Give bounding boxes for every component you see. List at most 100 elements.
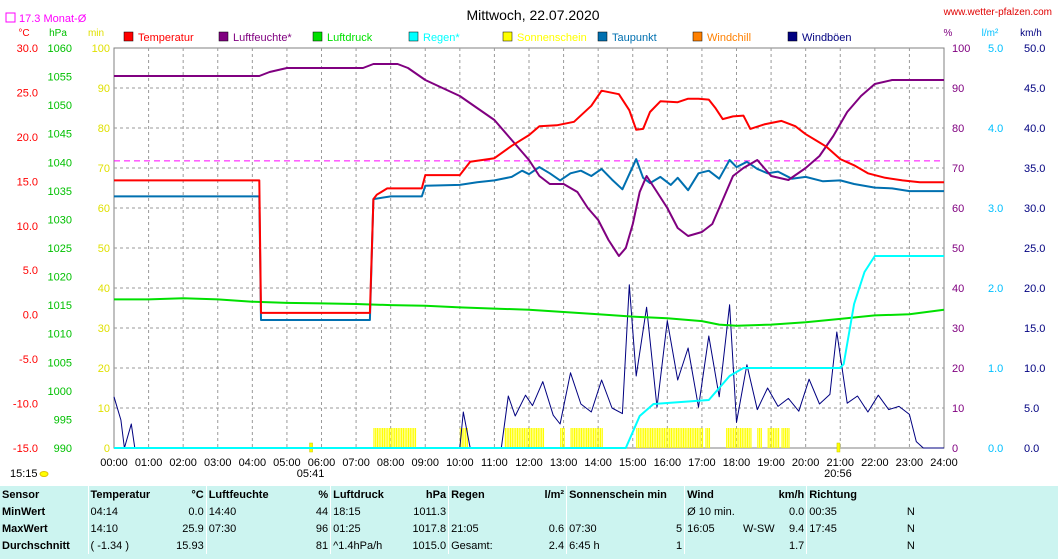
legend-swatch	[692, 31, 703, 42]
sunshine-bar	[529, 428, 531, 448]
stats-header-dir: Richtung	[806, 486, 917, 503]
rain-axis-tick: 4.0	[988, 123, 1003, 135]
sunshine-bar	[541, 428, 543, 448]
month-avg-legend-box	[5, 12, 16, 23]
stats-header-rain-unit: l/m²	[544, 488, 565, 501]
chart-legend: Temperatur Luftfeuchte* Luftdruck Regen* Son…	[123, 31, 852, 44]
stats-wind-value: 9.4	[788, 522, 805, 535]
temp-axis-tick: -5.0	[19, 354, 38, 366]
legend-label: Windchill	[707, 32, 751, 44]
stats-row: Durchschnitt ( -1.34 ) 15.93 81 ^1.4hPa/h 101…	[0, 537, 917, 554]
x-tick-label: 06:00	[308, 457, 336, 469]
stats-sun-time: 6:45 h	[566, 537, 637, 554]
sunshine-bar	[778, 428, 780, 448]
sunshine-bar	[651, 428, 653, 448]
sunshine-bar	[669, 428, 671, 448]
temp-axis-tick: 30.0	[17, 43, 38, 55]
stats-press-value: 1017.8	[412, 522, 447, 535]
sunshine-bar	[739, 428, 742, 448]
sunshine-bar	[575, 428, 577, 448]
x-tick-label: 24:00	[930, 457, 958, 469]
legend-swatch	[312, 31, 323, 42]
sunshine-bar	[691, 428, 693, 448]
sunshine-bar	[700, 428, 702, 448]
humidity-axis-tick: 40	[952, 283, 964, 295]
sunshine-bar	[373, 428, 375, 448]
x-tick-label: 07:00	[342, 457, 370, 469]
sunshine-bar	[696, 428, 698, 448]
sunshine-bar	[784, 428, 787, 448]
stats-header-wind: Wind	[684, 486, 741, 503]
x-tick-label: 09:00	[411, 457, 439, 469]
unit-rain: l/m²	[982, 28, 999, 39]
sunshine-bar	[592, 428, 595, 448]
pressure-axis-tick: 1025	[48, 243, 72, 255]
sunshine-bar	[409, 428, 411, 448]
stats-hum-value: 81	[315, 539, 329, 552]
sunshine-bar	[508, 428, 510, 448]
sunshine-bar	[532, 428, 534, 448]
stats-temp-value: 0.0	[188, 505, 204, 518]
temp-axis-tick: -10.0	[13, 399, 38, 411]
sunshine-bar	[572, 428, 574, 448]
sunshine-bar	[380, 428, 382, 448]
sunshine-bar	[527, 428, 529, 448]
legend-label: Windböen	[802, 32, 852, 44]
wind-axis-tick: 25.0	[1024, 243, 1045, 255]
pressure-axis-tick: 1030	[48, 214, 72, 226]
humidity-axis-tick: 90	[952, 83, 964, 95]
sunshine-bar	[672, 428, 674, 448]
sunshine-bar	[658, 428, 660, 448]
sunshine-bar	[539, 428, 541, 448]
stats-press-time: 18:15	[330, 503, 393, 520]
sunshine-bar	[573, 428, 576, 448]
temp-axis-tick: 5.0	[23, 265, 38, 277]
sun-axis-tick: 50	[98, 243, 110, 255]
sunshine-bar	[584, 428, 586, 448]
sunshine-bar	[686, 428, 688, 448]
wind-axis-tick: 30.0	[1024, 203, 1045, 215]
sunshine-bar	[516, 428, 519, 448]
humidity-line	[114, 63, 944, 257]
sunshine-bar	[520, 428, 522, 448]
x-tick-label: 18:00	[723, 457, 751, 469]
x-tick-label: 08:00	[377, 457, 405, 469]
legend-swatch	[218, 31, 229, 42]
sun-axis-tick: 100	[92, 43, 110, 55]
wind-axis-tick: 45.0	[1024, 83, 1045, 95]
legend-swatch	[787, 31, 798, 42]
sun-axis-tick: 80	[98, 123, 110, 135]
stats-header-press-unit: hPa	[425, 488, 447, 501]
rain-axis-tick: 3.0	[988, 203, 1003, 215]
sunshine-bar	[731, 428, 733, 448]
sunshine-bar	[401, 428, 403, 448]
sunshine-bar	[708, 428, 711, 448]
rain-line	[114, 255, 944, 449]
sunshine-bar	[677, 428, 679, 448]
sunshine-bar	[656, 428, 659, 448]
humidity-axis-tick: 10	[952, 403, 964, 415]
sunshine-bar	[679, 428, 681, 448]
sunshine-bar	[663, 428, 666, 448]
sun-axis-tick: 10	[98, 403, 110, 415]
sunshine-bar	[653, 428, 655, 448]
sunshine-bar	[404, 428, 406, 448]
sunshine-bar	[650, 428, 652, 448]
sunshine-bar	[461, 428, 463, 448]
chart-title: Mittwoch, 22.07.2020	[466, 7, 599, 23]
website-link[interactable]: www.wetter-pfalzen.com	[943, 7, 1052, 18]
sunshine-bar	[729, 428, 731, 448]
pressure-axis-tick: 995	[54, 414, 72, 426]
stats-hum-time	[205, 537, 271, 554]
sunshine-bar	[598, 428, 600, 448]
sunshine-bar	[515, 428, 517, 448]
stats-dir-time	[806, 537, 897, 554]
sun-axis-tick: 40	[98, 283, 110, 295]
pressure-axis-tick: 1005	[48, 357, 72, 369]
pressure-axis-tick: 1000	[48, 386, 72, 398]
pressure-axis-tick: 1045	[48, 129, 72, 141]
sunshine-bar	[509, 428, 512, 448]
sunshine-bar	[579, 428, 581, 448]
sunshine-bar	[674, 428, 676, 448]
sun-axis-tick: 90	[98, 83, 110, 95]
